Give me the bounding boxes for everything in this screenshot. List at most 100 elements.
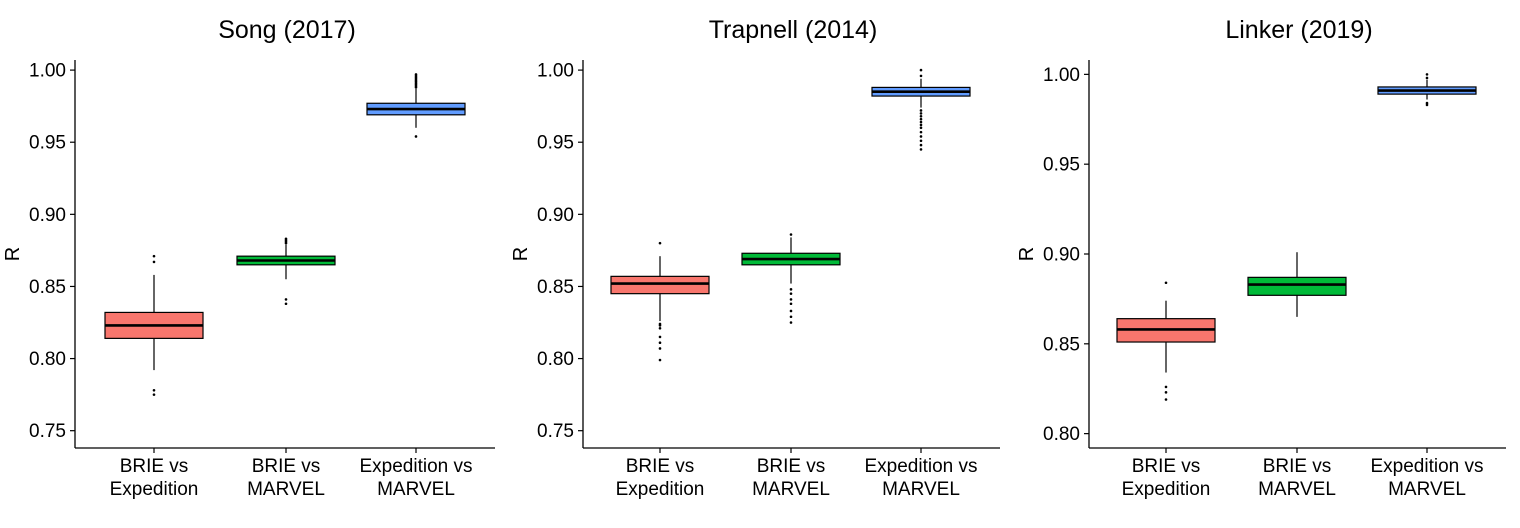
outlier-point — [919, 120, 923, 124]
outlier-point — [919, 109, 923, 112]
outlier-point — [152, 260, 156, 264]
outlier-point — [658, 341, 662, 345]
outlier-point — [919, 135, 923, 138]
x-tick-label: BRIE vs Expedition — [1122, 456, 1211, 500]
outlier-point — [658, 322, 662, 326]
y-tick-label: 0.85 — [537, 277, 574, 298]
x-tick-label-line: MARVEL — [752, 479, 830, 500]
outlier-point — [919, 143, 923, 147]
y-tick-label: 0.95 — [1043, 155, 1080, 176]
x-tick-label-line: MARVEL — [882, 479, 960, 500]
x-tick-label-line: MARVEL — [377, 479, 455, 500]
outlier-point — [919, 68, 923, 72]
box-1 — [1116, 281, 1216, 401]
y-tick-label: 1.00 — [29, 61, 66, 82]
y-tick-label: 1.00 — [537, 61, 574, 82]
x-tick-label-line: MARVEL — [1388, 479, 1466, 500]
outlier-point — [789, 233, 793, 236]
panel-title: Song (2017) — [218, 16, 356, 44]
outlier-point — [919, 112, 923, 115]
outlier-point — [284, 302, 288, 306]
y-tick-label: 0.80 — [1043, 424, 1080, 445]
outlier-point — [789, 309, 793, 313]
outlier-point — [152, 389, 156, 392]
panel-2: Trapnell (2014) R 0.75 0.80 0.85 0.90 0.95 1.00… — [510, 16, 1000, 500]
outlier-point — [414, 73, 418, 76]
y-axis-title: R — [510, 247, 532, 261]
outlier-point — [789, 321, 793, 324]
y-axis-title: R — [2, 247, 24, 261]
x-tick-label-line: BRIE vs — [1132, 456, 1201, 477]
panel-title: Linker (2019) — [1225, 16, 1372, 44]
outlier-point — [919, 123, 923, 127]
y-tick-label: 0.85 — [29, 277, 66, 298]
box-body — [1247, 276, 1347, 296]
x-tick-label-line: BRIE vs — [626, 456, 695, 477]
box-2 — [741, 233, 841, 324]
y-tick-label: 0.80 — [537, 349, 574, 370]
y-tick-label: 0.75 — [537, 421, 574, 442]
box-3 — [366, 73, 466, 138]
box-3 — [871, 68, 971, 151]
outlier-point — [284, 298, 288, 301]
outlier-point — [1425, 73, 1429, 76]
outlier-point — [1425, 103, 1429, 107]
panel-3: Linker (2019) R 0.80 0.85 0.90 0.95 1.00 BRIE v… — [1016, 16, 1506, 500]
x-tick-label-line: BRIE vs — [757, 456, 826, 477]
outlier-point — [789, 302, 793, 306]
x-tick-label-line: Expedition — [110, 479, 199, 500]
box-2 — [1247, 252, 1347, 317]
x-tick-label-line: BRIE vs — [1263, 456, 1332, 477]
y-tick-label: 0.85 — [1043, 334, 1080, 355]
x-tick-label: BRIE vs Expedition — [110, 456, 199, 500]
outlier-point — [1164, 391, 1168, 394]
outlier-point — [1425, 76, 1429, 80]
box-1 — [610, 241, 710, 362]
outlier-point — [919, 139, 923, 143]
y-tick-label: 0.90 — [537, 205, 574, 226]
outlier-point — [1164, 385, 1168, 389]
outlier-point — [658, 335, 662, 339]
x-tick-label: BRIE vs MARVEL — [1258, 456, 1336, 500]
outlier-point — [1425, 101, 1429, 105]
x-tick-label-line: Expedition vs — [864, 456, 977, 477]
outlier-point — [658, 326, 662, 330]
outlier-point — [1164, 281, 1168, 285]
outlier-point — [919, 114, 923, 118]
outlier-point — [1164, 398, 1168, 401]
y-tick-label: 0.95 — [29, 133, 66, 154]
x-tick-label: BRIE vs MARVEL — [752, 456, 830, 500]
x-tick-label-line: BRIE vs — [252, 456, 321, 477]
x-tick-label: Expedition vs MARVEL — [359, 456, 472, 500]
y-tick-label: 0.90 — [29, 205, 66, 226]
x-tick-label-line: MARVEL — [1258, 479, 1336, 500]
y-tick-label: 1.00 — [1043, 65, 1080, 86]
outlier-point — [789, 292, 793, 295]
y-axis-title: R — [1016, 247, 1038, 261]
outlier-point — [789, 315, 793, 319]
outlier-point — [919, 126, 923, 130]
outlier-point — [658, 347, 662, 350]
x-tick-label: Expedition vs MARVEL — [864, 456, 977, 500]
x-tick-label: BRIE vs MARVEL — [247, 456, 325, 500]
y-tick-label: 0.95 — [537, 133, 574, 154]
outlier-point — [658, 358, 662, 362]
box-1 — [104, 254, 204, 396]
x-tick-label: BRIE vs Expedition — [616, 456, 705, 500]
outlier-point — [789, 298, 793, 301]
outlier-point — [919, 148, 923, 151]
outlier-point — [919, 117, 923, 121]
y-tick-label: 0.75 — [29, 421, 66, 442]
y-tick-label: 0.80 — [29, 349, 66, 370]
outlier-point — [152, 254, 156, 258]
outlier-point — [658, 241, 662, 245]
x-tick-label-line: Expedition — [616, 479, 705, 500]
outlier-point — [152, 393, 156, 396]
outlier-point — [919, 74, 923, 78]
box-2 — [236, 237, 336, 306]
x-tick-label: Expedition vs MARVEL — [1370, 456, 1483, 500]
box-body — [610, 275, 710, 295]
outlier-point — [789, 288, 793, 291]
x-tick-label-line: Expedition — [1122, 479, 1211, 500]
